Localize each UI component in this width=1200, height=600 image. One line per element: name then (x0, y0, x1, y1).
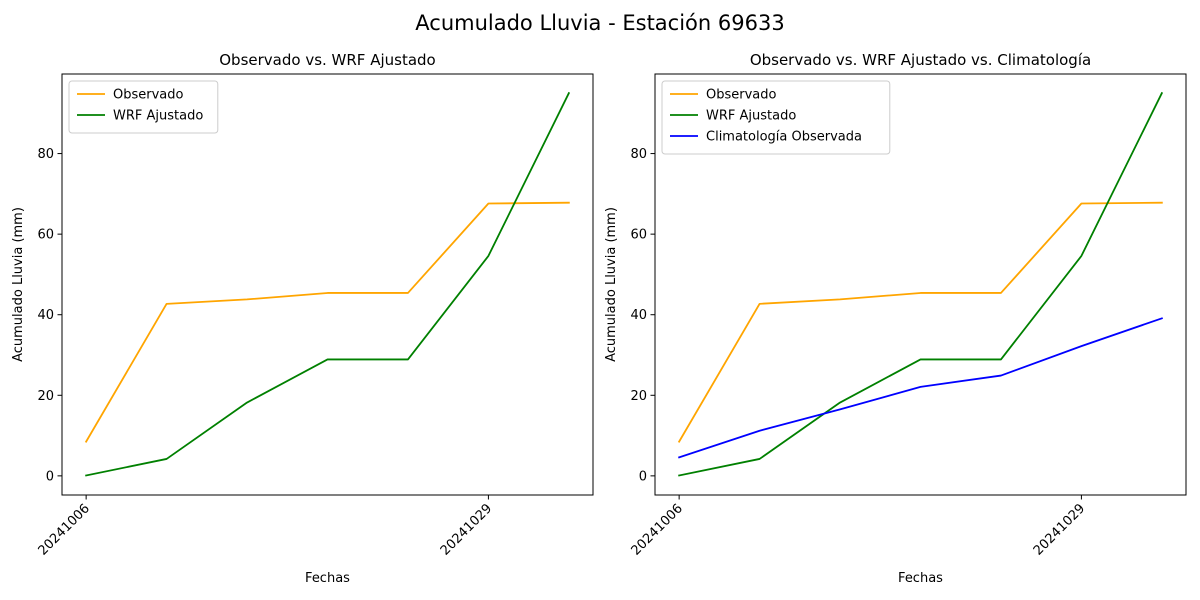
x-tick-label: 20241006 (36, 501, 93, 558)
legend-entry: Observado (706, 88, 777, 103)
series-line-climatolog-a-observada (678, 317, 1164, 459)
x-axis-label: Fechas (898, 571, 943, 586)
axes-frame (654, 73, 1187, 496)
series-line-observado (677, 201, 1163, 443)
y-tick-label: 60 (630, 228, 647, 243)
legend-entry: WRF Ajustado (113, 109, 203, 124)
y-tick-label: 80 (37, 147, 54, 162)
y-axis-label: Acumulado Lluvia (mm) (604, 207, 619, 362)
chart-panel-1: Observado vs. WRF Ajustado 0 20 40 60 80 20241… (11, 51, 594, 586)
x-tick-label: 20241029 (438, 501, 495, 558)
series-group (84, 91, 571, 477)
series-group (677, 91, 1164, 477)
legend-entry: WRF Ajustado (706, 109, 796, 124)
series-line-wrf-ajustado (678, 91, 1164, 477)
x-tick-label: 20241006 (629, 501, 686, 558)
legend-entry: Climatología Observada (706, 130, 862, 145)
y-tick-label: 20 (630, 389, 647, 404)
y-tick-label: 40 (37, 308, 54, 323)
y-axis-label: Acumulado Lluvia (mm) (11, 207, 26, 362)
panel-title: Observado vs. WRF Ajustado vs. Climatolo… (750, 51, 1091, 69)
y-tick-label: 80 (630, 147, 647, 162)
figure-title: Acumulado Lluvia - Estación 69633 (415, 11, 784, 35)
legend: Observado WRF Ajustado Climatología Observ… (661, 80, 891, 155)
series-line-observado (84, 201, 570, 443)
chart-panel-2: Observado vs. WRF Ajustado vs. Climatolo… (604, 51, 1187, 586)
y-tick-label: 20 (37, 389, 54, 404)
x-axis-label: Fechas (305, 571, 350, 586)
x-tick-label: 20241029 (1031, 501, 1088, 558)
panel-title: Observado vs. WRF Ajustado (219, 51, 435, 69)
legend-entry: Observado (113, 88, 184, 103)
series-line-wrf-ajustado (85, 91, 571, 477)
y-tick-label: 0 (639, 469, 647, 484)
y-tick-label: 0 (46, 469, 54, 484)
legend: Observado WRF Ajustado (68, 80, 219, 134)
y-tick-label: 40 (630, 308, 647, 323)
legend-box (661, 80, 891, 155)
axes-frame (61, 73, 594, 496)
legend-box (68, 80, 219, 134)
y-tick-label: 60 (37, 228, 54, 243)
